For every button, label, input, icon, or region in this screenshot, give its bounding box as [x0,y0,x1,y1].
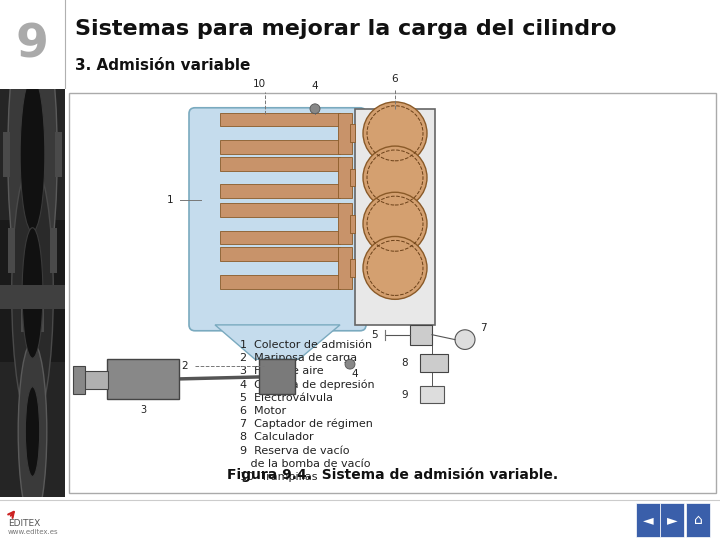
Text: 4  Cápsula de depresión: 4 Cápsula de depresión [240,379,374,389]
Text: 4: 4 [351,369,359,379]
Text: 2: 2 [181,361,189,371]
Circle shape [455,330,475,349]
Bar [80,371,108,389]
Bar [0,285,65,309]
Bar [259,359,295,394]
Circle shape [363,237,427,299]
Bar [350,215,355,233]
Text: 6: 6 [392,75,398,84]
Circle shape [20,77,45,232]
Text: 8: 8 [402,358,408,368]
Bar [220,231,340,244]
Text: ►: ► [667,513,678,527]
Text: www.editex.es: www.editex.es [8,529,58,535]
Circle shape [363,102,427,165]
Text: 7  Captador de régimen: 7 Captador de régimen [240,419,373,429]
Bar [50,228,57,273]
Text: 3. Admisión variable: 3. Admisión variable [75,58,251,72]
FancyBboxPatch shape [189,108,366,331]
Bar [660,503,684,537]
Bar [420,386,444,403]
Text: 8  Calculador: 8 Calculador [240,433,314,442]
Text: 9  Reserva de vacío: 9 Reserva de vacío [240,446,349,456]
Bar [0,220,65,362]
Bar [37,0,44,22]
Circle shape [12,163,53,423]
Text: ◄: ◄ [643,513,653,527]
Bar [107,359,179,399]
Text: 6  Motor: 6 Motor [240,406,286,416]
Text: 5: 5 [372,330,378,340]
Text: 1: 1 [167,195,174,205]
Circle shape [363,146,427,209]
Text: de la bomba de vacío: de la bomba de vacío [240,459,371,469]
Bar [686,503,710,537]
Circle shape [8,0,57,309]
Circle shape [345,359,355,369]
Text: 9: 9 [16,23,48,68]
Text: 7: 7 [480,323,486,333]
Bar [420,354,448,372]
Circle shape [18,342,47,521]
Circle shape [25,387,40,476]
Bar [636,503,660,537]
Text: 10: 10 [253,79,266,89]
Circle shape [363,192,427,255]
Text: 2  Mariposa de carga: 2 Mariposa de carga [240,353,357,363]
Bar [410,325,432,345]
Bar [350,124,355,142]
Bar [0,362,65,497]
Text: 5  Electroválvula: 5 Electroválvula [240,393,333,403]
Text: 3  Filtro de aire: 3 Filtro de aire [240,366,323,376]
Bar [220,157,340,171]
Bar [338,247,352,288]
Bar [3,132,10,177]
Bar [338,203,352,244]
Bar [220,140,340,154]
Bar [220,113,340,126]
Bar [0,89,65,220]
Bar [350,259,355,276]
Bar [338,157,352,198]
Text: EDITEX: EDITEX [8,519,40,529]
Bar [37,287,44,332]
Bar [21,0,28,22]
Text: Sistemas para mejorar la carga del cilindro: Sistemas para mejorar la carga del cilin… [75,19,616,39]
Bar [8,36,15,81]
Bar [55,132,62,177]
Polygon shape [215,325,340,359]
Circle shape [22,228,43,358]
Text: 1  Colector de admisión: 1 Colector de admisión [240,340,372,349]
Bar [220,247,340,261]
Bar [355,109,435,325]
Text: 9: 9 [402,390,408,400]
Bar [220,184,340,198]
Text: 3: 3 [140,406,146,415]
Bar [220,275,340,288]
Bar [220,203,340,217]
Bar [338,113,352,154]
Bar [50,36,57,81]
Bar [8,228,15,273]
Text: ⌂: ⌂ [693,513,703,527]
Circle shape [310,104,320,113]
Text: 10  Trampillas: 10 Trampillas [240,472,318,482]
Bar [350,168,355,186]
Bar [21,287,28,332]
Text: 4: 4 [312,81,318,91]
Text: Figura 9.4.  Sistema de admisión variable.: Figura 9.4. Sistema de admisión variable… [228,468,559,482]
Bar [73,366,85,394]
